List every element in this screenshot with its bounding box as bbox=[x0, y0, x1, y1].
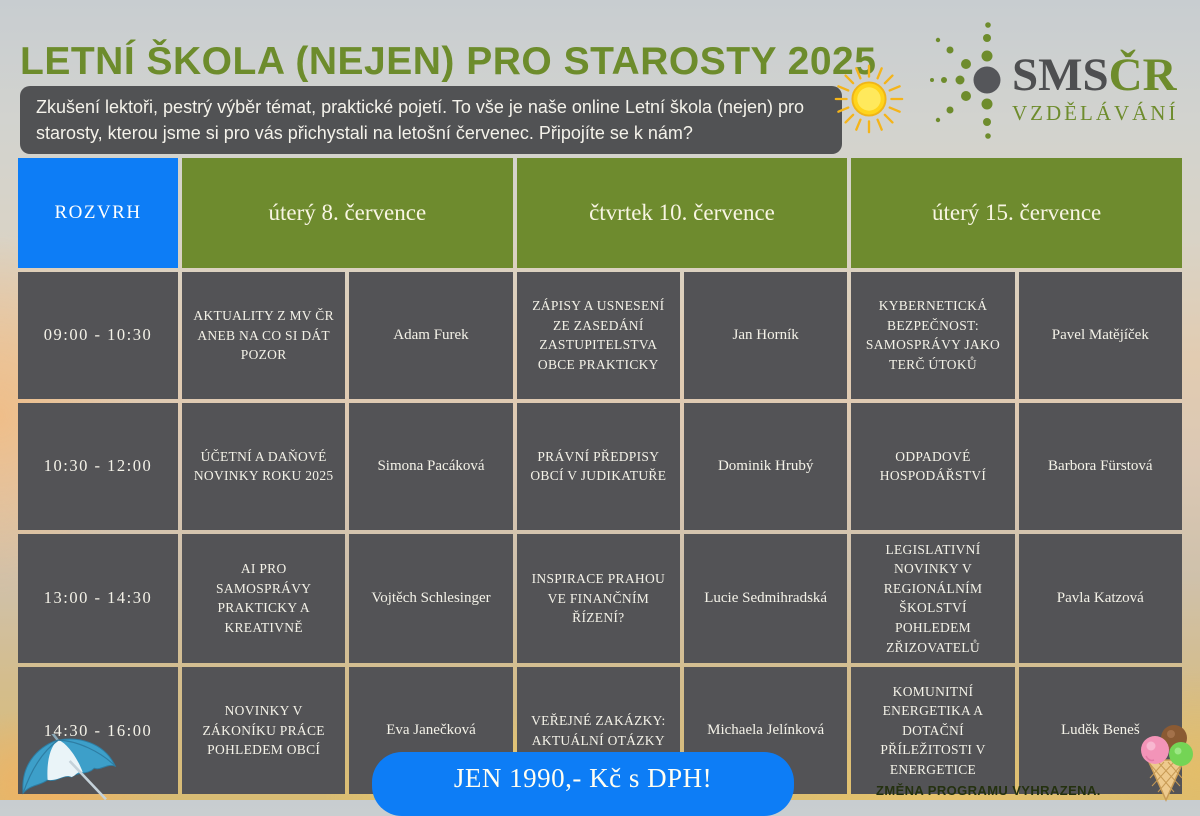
topic-cell: INSPIRACE PRAHOU VE FINANČNÍM ŘÍZENÍ? bbox=[516, 533, 680, 664]
logo-text: SMSČR VZDĚLÁVÁNÍ bbox=[1012, 52, 1178, 126]
rozvrh-header-cell: ROZVRH bbox=[18, 158, 178, 268]
topic-cell: LEGISLATIVNÍ NOVINKY V REGIONÁLNÍM ŠKOLS… bbox=[851, 533, 1015, 664]
logo-sms: SMS bbox=[1012, 49, 1109, 101]
topic-cell: PRÁVNÍ PŘEDPISY OBCÍ V JUDIKATUŘE bbox=[516, 402, 680, 530]
topic-cell: ODPADOVÉ HOSPODÁŘSTVÍ bbox=[851, 402, 1015, 530]
logo-cr: ČR bbox=[1108, 49, 1177, 101]
program-change-note: ZMĚNA PROGRAMU VYHRAZENA. bbox=[876, 783, 1101, 798]
day-header-3: úterý 15. července bbox=[851, 158, 1182, 268]
sun-icon bbox=[834, 64, 904, 134]
topic-cell: KOMUNITNÍ ENERGETIKA A DOTAČNÍ PŘÍLEŽITO… bbox=[851, 667, 1015, 794]
beach-umbrella-icon bbox=[22, 734, 117, 801]
ice-cream-icon bbox=[1141, 725, 1193, 802]
lecturer-cell: Jan Horník bbox=[683, 272, 848, 399]
logo-wordmark: SMSČR bbox=[1012, 52, 1178, 99]
topic-cell: NOVINKY V ZÁKONÍKU PRÁCE POHLEDEM OBCÍ bbox=[182, 667, 346, 794]
time-cell: 10:30 - 12:00 bbox=[18, 402, 178, 530]
lecturer-cell: Dominik Hrubý bbox=[683, 402, 848, 530]
lecturer-cell: Vojtěch Schlesinger bbox=[349, 533, 513, 664]
dot-burst-icon bbox=[930, 22, 1001, 139]
logo-subtitle: VZDĚLÁVÁNÍ bbox=[1012, 101, 1179, 125]
page-title: LETNÍ ŠKOLA (NEJEN) PRO STAROSTY 2025 bbox=[20, 40, 877, 84]
lecturer-cell: Pavla Katzová bbox=[1018, 533, 1182, 664]
topic-cell: ZÁPISY A USNESENÍ ZE ZASEDÁNÍ ZASTUPITEL… bbox=[516, 272, 680, 399]
topic-cell: ÚČETNÍ A DAŇOVÉ NOVINKY ROKU 2025 bbox=[182, 402, 346, 530]
topic-cell: AKTUALITY Z MV ČR ANEB NA CO SI DÁT POZO… bbox=[182, 272, 346, 399]
topic-cell: KYBERNETICKÁ BEZPEČNOST: SAMOSPRÁVY JAKO… bbox=[851, 272, 1015, 399]
lecturer-cell: Adam Furek bbox=[349, 272, 513, 399]
time-cell: 13:00 - 14:30 bbox=[18, 533, 178, 664]
lecturer-cell: Barbora Fürstová bbox=[1018, 402, 1182, 530]
intro-text-box: Zkušení lektoři, pestrý výběr témat, pra… bbox=[20, 86, 842, 155]
lecturer-cell: Lucie Sedmihradská bbox=[683, 533, 848, 664]
sms-cr-logo: SMSČR VZDĚLÁVÁNÍ bbox=[928, 16, 1190, 156]
lecturer-cell: Simona Pacáková bbox=[349, 402, 513, 530]
day-header-2: čtvrtek 10. července bbox=[516, 158, 848, 268]
price-badge[interactable]: JEN 1990,- Kč s DPH! bbox=[372, 752, 794, 816]
topic-cell: AI PRO SAMOSPRÁVY PRAKTICKY A KREATIVNĚ bbox=[182, 533, 346, 664]
day-header-1: úterý 8. července bbox=[182, 158, 513, 268]
lecturer-cell: Pavel Matějíček bbox=[1018, 272, 1182, 399]
time-cell: 09:00 - 10:30 bbox=[18, 272, 178, 399]
schedule-table: ROZVRH úterý 8. července čtvrtek 10. čer… bbox=[18, 158, 1182, 794]
